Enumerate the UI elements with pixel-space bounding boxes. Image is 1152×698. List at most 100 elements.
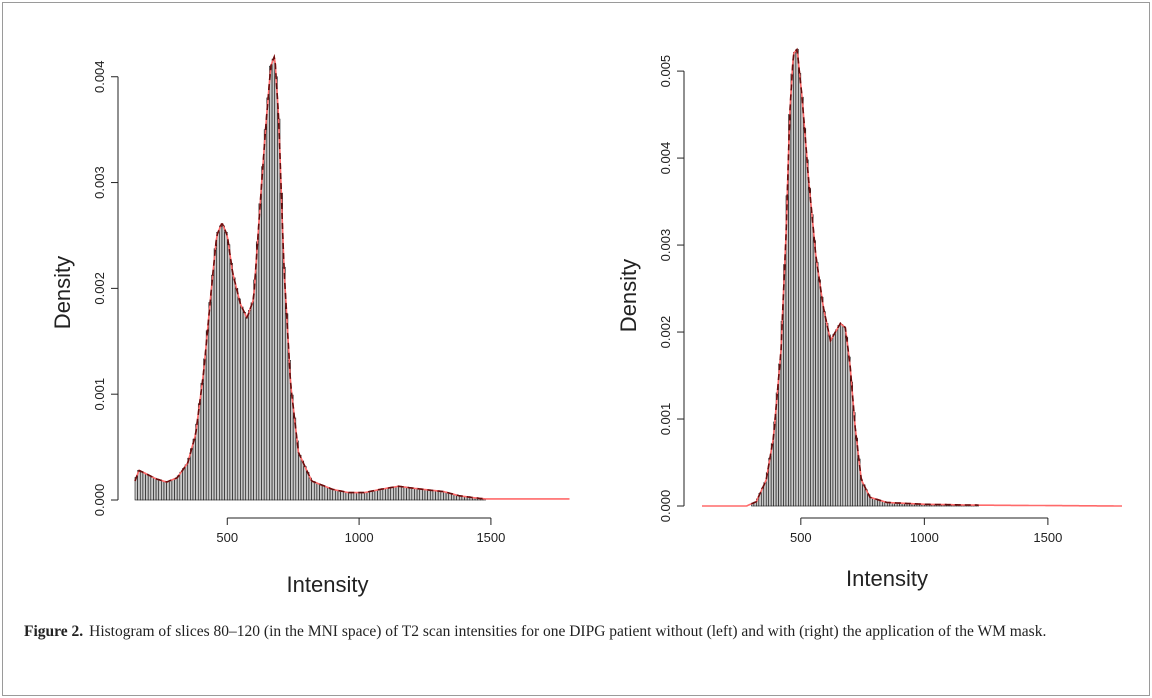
x-axis-label: Intensity xyxy=(287,572,369,597)
histogram-bar xyxy=(387,487,392,501)
histogram-bar xyxy=(810,214,814,507)
histogram-bar xyxy=(371,490,376,501)
x-axis: 500 1000 1500 xyxy=(790,517,1062,545)
caption-text: Histogram of slices 80–120 (in the MNI s… xyxy=(89,623,1047,640)
histogram-bar xyxy=(348,492,352,501)
histogram-bar xyxy=(208,302,212,501)
histogram-bar xyxy=(356,492,360,501)
histogram-bar xyxy=(298,454,302,501)
histogram-bar xyxy=(840,324,844,507)
histogram-bar xyxy=(800,96,804,507)
histogram-bar xyxy=(385,487,389,501)
histogram-bar xyxy=(366,491,370,501)
histogram-bar xyxy=(290,394,294,501)
histogram-bar xyxy=(393,486,397,501)
histogram-bar xyxy=(205,330,210,501)
histogram-bar xyxy=(859,479,863,507)
y-tick-label: 0.004 xyxy=(658,142,673,175)
histogram-bar xyxy=(795,49,799,507)
histogram-bar xyxy=(400,486,405,501)
histogram-bar xyxy=(139,471,144,501)
histogram-bar xyxy=(174,478,178,501)
histogram-bar xyxy=(825,323,829,507)
histogram-bar xyxy=(820,296,824,507)
histogram-bar xyxy=(258,203,262,501)
histogram-bar xyxy=(316,483,320,501)
y-axis-label: Density xyxy=(50,256,75,329)
histogram-bar xyxy=(377,489,381,501)
histogram-bar xyxy=(319,484,323,501)
histogram-bar xyxy=(337,490,341,501)
histogram-bar xyxy=(274,76,278,501)
histogram-bar xyxy=(306,472,310,501)
histogram-bar xyxy=(842,326,846,507)
histogram-bar xyxy=(224,231,228,501)
histogram-bar xyxy=(411,487,415,501)
histogram-bar xyxy=(221,225,225,501)
histogram-bar xyxy=(382,488,386,501)
histogram-bar xyxy=(432,490,436,501)
histogram-bar xyxy=(374,489,378,501)
histogram-bar xyxy=(253,279,257,501)
histogram-bar xyxy=(345,492,349,501)
histogram-bar xyxy=(203,358,207,501)
histogram-bar xyxy=(342,491,347,501)
histogram-bar xyxy=(197,403,202,501)
histogram-bar xyxy=(266,97,270,501)
y-tick-label: 0.003 xyxy=(658,229,673,262)
histogram-bar xyxy=(414,488,418,501)
histogram-bar xyxy=(398,486,402,501)
histogram-bar xyxy=(324,486,328,501)
histogram-bar xyxy=(327,487,331,501)
histogram-bar xyxy=(216,231,220,501)
histogram-bar xyxy=(805,159,809,507)
histogram-bar xyxy=(245,317,249,501)
histogram-bar xyxy=(263,129,268,501)
y-tick-label: 0.002 xyxy=(92,272,107,305)
histogram-bar xyxy=(798,72,802,507)
histogram-bar xyxy=(213,248,218,501)
histogram-bar xyxy=(332,489,336,501)
histogram-bar xyxy=(788,114,792,507)
histogram-bar xyxy=(248,310,252,501)
histogram-bar xyxy=(440,491,444,501)
histogram-bar xyxy=(250,302,254,501)
y-tick-label: 0.005 xyxy=(658,55,673,88)
histogram-bar xyxy=(161,480,165,501)
caption-label: Figure 2. xyxy=(24,623,84,640)
histogram-bar xyxy=(261,166,265,501)
histogram-bar xyxy=(158,479,162,501)
histogram-bar xyxy=(395,486,399,501)
histogram-bar xyxy=(176,475,181,501)
histogram-bar xyxy=(271,58,276,501)
histogram-bar xyxy=(403,486,407,501)
histogram-bar xyxy=(844,337,849,507)
histogram-bar xyxy=(369,490,373,501)
histogram-bar xyxy=(429,490,434,501)
histogram-bar xyxy=(147,475,152,501)
histogram-bar xyxy=(240,306,244,501)
histogram-bar xyxy=(419,488,423,501)
x-tick-label: 500 xyxy=(790,530,812,545)
histogram-bar xyxy=(303,466,307,501)
histogram-bar xyxy=(350,492,355,501)
histogram-bar xyxy=(308,477,312,501)
histogram-bar xyxy=(778,363,782,507)
histogram-bar xyxy=(335,489,339,501)
y-tick-label: 0.000 xyxy=(658,490,673,523)
histogram-bar xyxy=(321,485,326,501)
histogram-bar xyxy=(872,498,876,507)
density-curve-dashed xyxy=(134,53,486,500)
histogram-bar xyxy=(437,490,442,501)
histogram-bar xyxy=(445,492,450,501)
histogram-bar xyxy=(364,492,368,501)
x-tick-label: 1500 xyxy=(1033,530,1062,545)
y-tick-label: 0.003 xyxy=(92,166,107,199)
histogram-bar xyxy=(142,472,146,501)
histogram-bar xyxy=(242,312,247,501)
x-tick-label: 1500 xyxy=(476,530,505,545)
histogram-bar xyxy=(187,457,191,501)
y-tick-label: 0.002 xyxy=(658,316,673,349)
histogram-bar xyxy=(837,325,841,507)
y-axis: 0.000 0.001 0.002 0.003 0.004 0.005 xyxy=(658,55,685,523)
